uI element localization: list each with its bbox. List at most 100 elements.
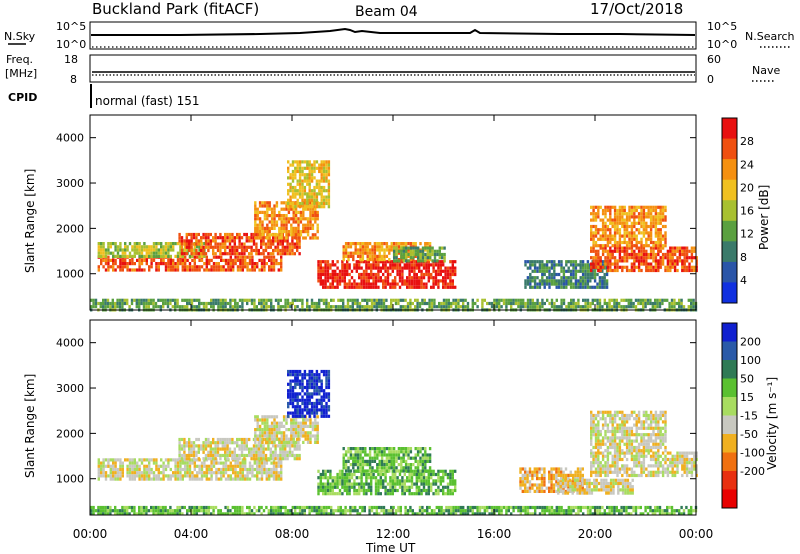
power-cell [654,244,658,248]
power-cell [150,301,153,306]
velocity-cell [603,509,606,513]
velocity-cell [231,437,234,442]
power-cell [605,282,609,286]
power-cell [382,282,385,286]
power-cell [150,251,153,255]
velocity-cell [260,444,263,448]
velocity-cell [214,453,217,458]
power-cell [594,256,598,260]
power-cell [413,272,416,277]
power-cell [590,228,593,232]
velocity-cell [179,477,182,481]
velocity-cell [121,474,124,478]
power-cell [205,255,208,259]
power-cell [435,305,438,309]
power-cell [233,242,236,246]
velocity-cell [466,505,470,510]
power-cell [346,298,350,302]
power-cell [569,269,573,273]
velocity-cell [298,509,302,513]
power-cell [197,239,200,243]
power-cell [224,232,227,237]
velocity-cell [236,477,240,481]
power-cell [579,269,582,273]
power-cell [291,242,294,246]
power-cell [622,305,626,309]
power-cell [579,305,582,309]
power-cell [389,272,392,277]
power-cell [215,265,218,269]
power-cell [330,305,333,309]
power-cell [659,244,662,248]
velocity-cell [272,461,276,465]
velocity-cell [445,509,448,513]
power-cell [389,266,392,270]
power-cell [162,251,165,255]
velocity-cell [344,509,347,513]
power-cell [250,232,253,237]
power-cell [621,268,624,273]
velocity-cell [690,509,693,513]
power-cell [637,298,640,302]
velocity-cell [550,509,554,513]
velocity-cell [625,505,628,510]
power-cell [362,276,366,280]
velocity-cell [440,509,443,513]
power-cell [572,285,575,289]
power-cell [601,224,605,229]
power-cell [314,210,317,214]
power-cell [606,268,610,273]
power-cell [276,248,280,253]
power-cell [318,201,321,206]
power-cell [291,298,294,302]
velocity-cell [243,457,246,461]
power-cell [234,258,237,262]
velocity-cell [192,441,196,445]
power-cell [422,272,426,277]
power-cell [618,228,622,232]
velocity-cell [220,477,223,481]
velocity-cell [294,512,297,516]
velocity-cell [210,512,213,516]
power-cell [234,255,237,259]
power-cell [190,242,193,246]
power-cell [176,254,180,258]
velocity-cell [262,444,265,448]
velocity-cell [203,464,206,468]
power-cell [656,305,659,309]
power-cell [538,279,542,283]
power-cell [290,223,293,227]
power-cell [637,218,641,222]
power-cell [408,266,411,270]
power-cell [273,226,276,230]
power-cell [657,240,660,245]
velocity-cell [390,509,393,513]
power-cell [258,226,262,230]
power-cell [287,192,290,196]
velocity-cell [478,505,482,510]
power-cell [639,301,642,306]
power-cell [248,252,251,256]
power-cell [658,301,662,306]
power-cell [292,220,295,224]
power-cell [292,217,295,221]
power-cell [256,262,259,266]
power-cell [569,260,573,264]
power-cell [403,266,406,270]
velocity-cell [148,474,151,478]
power-cell [529,285,532,289]
velocity-cell [303,505,306,510]
power-cell [294,207,298,211]
power-cell [294,192,297,196]
power-cell [198,245,201,249]
power-cell [145,305,148,309]
power-cell [581,279,585,283]
power-cell [661,218,665,222]
power-cell [322,260,325,264]
power-cell [188,301,191,306]
power-cell [415,276,418,280]
power-cell [294,205,297,209]
velocity-cell [282,431,286,435]
power-cell [301,198,304,202]
power-cell [522,305,525,309]
